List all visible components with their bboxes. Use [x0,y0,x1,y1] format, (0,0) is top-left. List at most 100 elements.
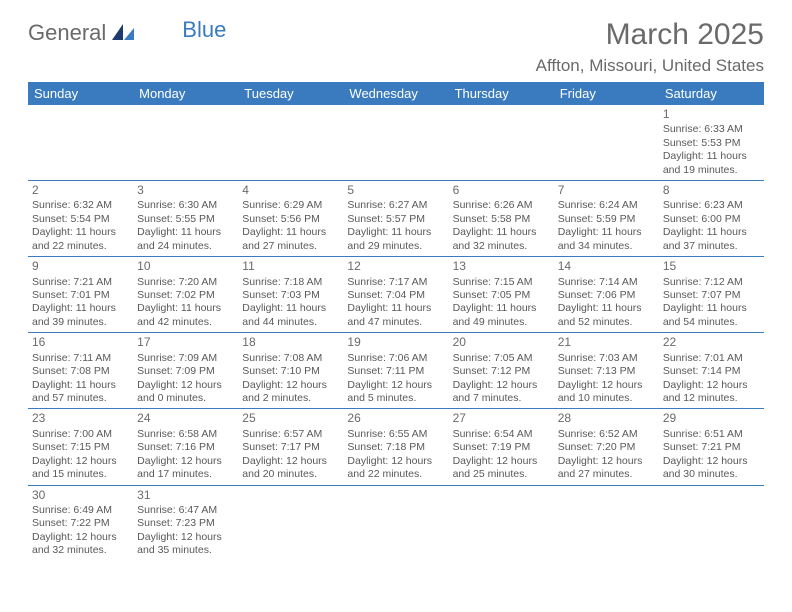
daylight-text: and 10 minutes. [558,392,655,405]
calendar-cell [449,485,554,561]
calendar-cell: 30Sunrise: 6:49 AMSunset: 7:22 PMDayligh… [28,485,133,561]
sunset-text: Sunset: 5:56 PM [242,213,339,226]
sunset-text: Sunset: 5:57 PM [347,213,444,226]
col-sunday: Sunday [28,82,133,105]
calendar-cell: 19Sunrise: 7:06 AMSunset: 7:11 PMDayligh… [343,333,448,409]
calendar-cell [659,485,764,561]
calendar-cell: 18Sunrise: 7:08 AMSunset: 7:10 PMDayligh… [238,333,343,409]
sunrise-text: Sunrise: 6:33 AM [663,123,760,136]
col-wednesday: Wednesday [343,82,448,105]
calendar-cell: 3Sunrise: 6:30 AMSunset: 5:55 PMDaylight… [133,181,238,257]
day-number: 13 [453,259,550,274]
calendar-cell: 2Sunrise: 6:32 AMSunset: 5:54 PMDaylight… [28,181,133,257]
calendar-table: Sunday Monday Tuesday Wednesday Thursday… [28,82,764,561]
daylight-text: Daylight: 12 hours [137,531,234,544]
sunrise-text: Sunrise: 6:30 AM [137,199,234,212]
sunrise-text: Sunrise: 7:11 AM [32,352,129,365]
day-number: 3 [137,183,234,198]
sunset-text: Sunset: 7:15 PM [32,441,129,454]
calendar-row: 23Sunrise: 7:00 AMSunset: 7:15 PMDayligh… [28,409,764,485]
daylight-text: and 22 minutes. [347,468,444,481]
daylight-text: Daylight: 12 hours [558,455,655,468]
calendar-row: 1Sunrise: 6:33 AMSunset: 5:53 PMDaylight… [28,105,764,181]
day-number: 23 [32,411,129,426]
daylight-text: and 44 minutes. [242,316,339,329]
day-number: 8 [663,183,760,198]
daylight-text: Daylight: 11 hours [347,302,444,315]
daylight-text: and 17 minutes. [137,468,234,481]
sunset-text: Sunset: 7:01 PM [32,289,129,302]
day-number: 17 [137,335,234,350]
daylight-text: Daylight: 12 hours [242,379,339,392]
logo-sail-icon [110,22,136,45]
sunset-text: Sunset: 7:04 PM [347,289,444,302]
sunset-text: Sunset: 7:08 PM [32,365,129,378]
day-number: 21 [558,335,655,350]
day-number: 7 [558,183,655,198]
sunset-text: Sunset: 7:19 PM [453,441,550,454]
col-friday: Friday [554,82,659,105]
sunrise-text: Sunrise: 7:12 AM [663,276,760,289]
daylight-text: and 5 minutes. [347,392,444,405]
sunset-text: Sunset: 5:53 PM [663,137,760,150]
location: Affton, Missouri, United States [536,56,764,76]
sunrise-text: Sunrise: 7:18 AM [242,276,339,289]
calendar-cell [449,105,554,181]
daylight-text: and 57 minutes. [32,392,129,405]
day-number: 29 [663,411,760,426]
sunrise-text: Sunrise: 6:58 AM [137,428,234,441]
sunrise-text: Sunrise: 6:52 AM [558,428,655,441]
day-number: 26 [347,411,444,426]
sunset-text: Sunset: 5:55 PM [137,213,234,226]
sunset-text: Sunset: 7:10 PM [242,365,339,378]
daylight-text: and 32 minutes. [32,544,129,557]
day-number: 19 [347,335,444,350]
sunrise-text: Sunrise: 7:05 AM [453,352,550,365]
day-number: 10 [137,259,234,274]
daylight-text: Daylight: 11 hours [453,226,550,239]
calendar-cell: 10Sunrise: 7:20 AMSunset: 7:02 PMDayligh… [133,257,238,333]
calendar-cell: 12Sunrise: 7:17 AMSunset: 7:04 PMDayligh… [343,257,448,333]
calendar-cell: 25Sunrise: 6:57 AMSunset: 7:17 PMDayligh… [238,409,343,485]
daylight-text: and 32 minutes. [453,240,550,253]
calendar-cell: 22Sunrise: 7:01 AMSunset: 7:14 PMDayligh… [659,333,764,409]
daylight-text: and 54 minutes. [663,316,760,329]
sunset-text: Sunset: 7:20 PM [558,441,655,454]
daylight-text: Daylight: 11 hours [347,226,444,239]
daylight-text: and 39 minutes. [32,316,129,329]
day-number: 22 [663,335,760,350]
calendar-row: 9Sunrise: 7:21 AMSunset: 7:01 PMDaylight… [28,257,764,333]
calendar-cell: 7Sunrise: 6:24 AMSunset: 5:59 PMDaylight… [554,181,659,257]
daylight-text: and 22 minutes. [32,240,129,253]
daylight-text: and 2 minutes. [242,392,339,405]
daylight-text: Daylight: 11 hours [663,302,760,315]
daylight-text: Daylight: 11 hours [137,226,234,239]
daylight-text: and 27 minutes. [558,468,655,481]
daylight-text: Daylight: 11 hours [453,302,550,315]
header: General Blue March 2025 Affton, Missouri… [28,18,764,76]
title-block: March 2025 Affton, Missouri, United Stat… [536,18,764,76]
daylight-text: Daylight: 12 hours [453,455,550,468]
day-number: 20 [453,335,550,350]
sunset-text: Sunset: 7:22 PM [32,517,129,530]
sunset-text: Sunset: 7:09 PM [137,365,234,378]
day-number: 5 [347,183,444,198]
daylight-text: and 35 minutes. [137,544,234,557]
logo-text-blue: Blue [182,17,226,43]
daylight-text: and 20 minutes. [242,468,339,481]
day-number: 2 [32,183,129,198]
daylight-text: Daylight: 12 hours [558,379,655,392]
day-number: 31 [137,488,234,503]
sunrise-text: Sunrise: 6:23 AM [663,199,760,212]
calendar-cell: 6Sunrise: 6:26 AMSunset: 5:58 PMDaylight… [449,181,554,257]
sunset-text: Sunset: 7:07 PM [663,289,760,302]
daylight-text: Daylight: 12 hours [137,379,234,392]
calendar-row: 16Sunrise: 7:11 AMSunset: 7:08 PMDayligh… [28,333,764,409]
calendar-head: Sunday Monday Tuesday Wednesday Thursday… [28,82,764,105]
sunrise-text: Sunrise: 6:32 AM [32,199,129,212]
daylight-text: and 0 minutes. [137,392,234,405]
sunrise-text: Sunrise: 6:57 AM [242,428,339,441]
sunrise-text: Sunrise: 6:49 AM [32,504,129,517]
day-number: 28 [558,411,655,426]
sunrise-text: Sunrise: 7:15 AM [453,276,550,289]
